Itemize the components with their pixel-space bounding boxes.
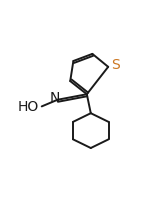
- Text: S: S: [111, 58, 120, 72]
- Text: N: N: [50, 92, 60, 106]
- Text: HO: HO: [18, 100, 39, 114]
